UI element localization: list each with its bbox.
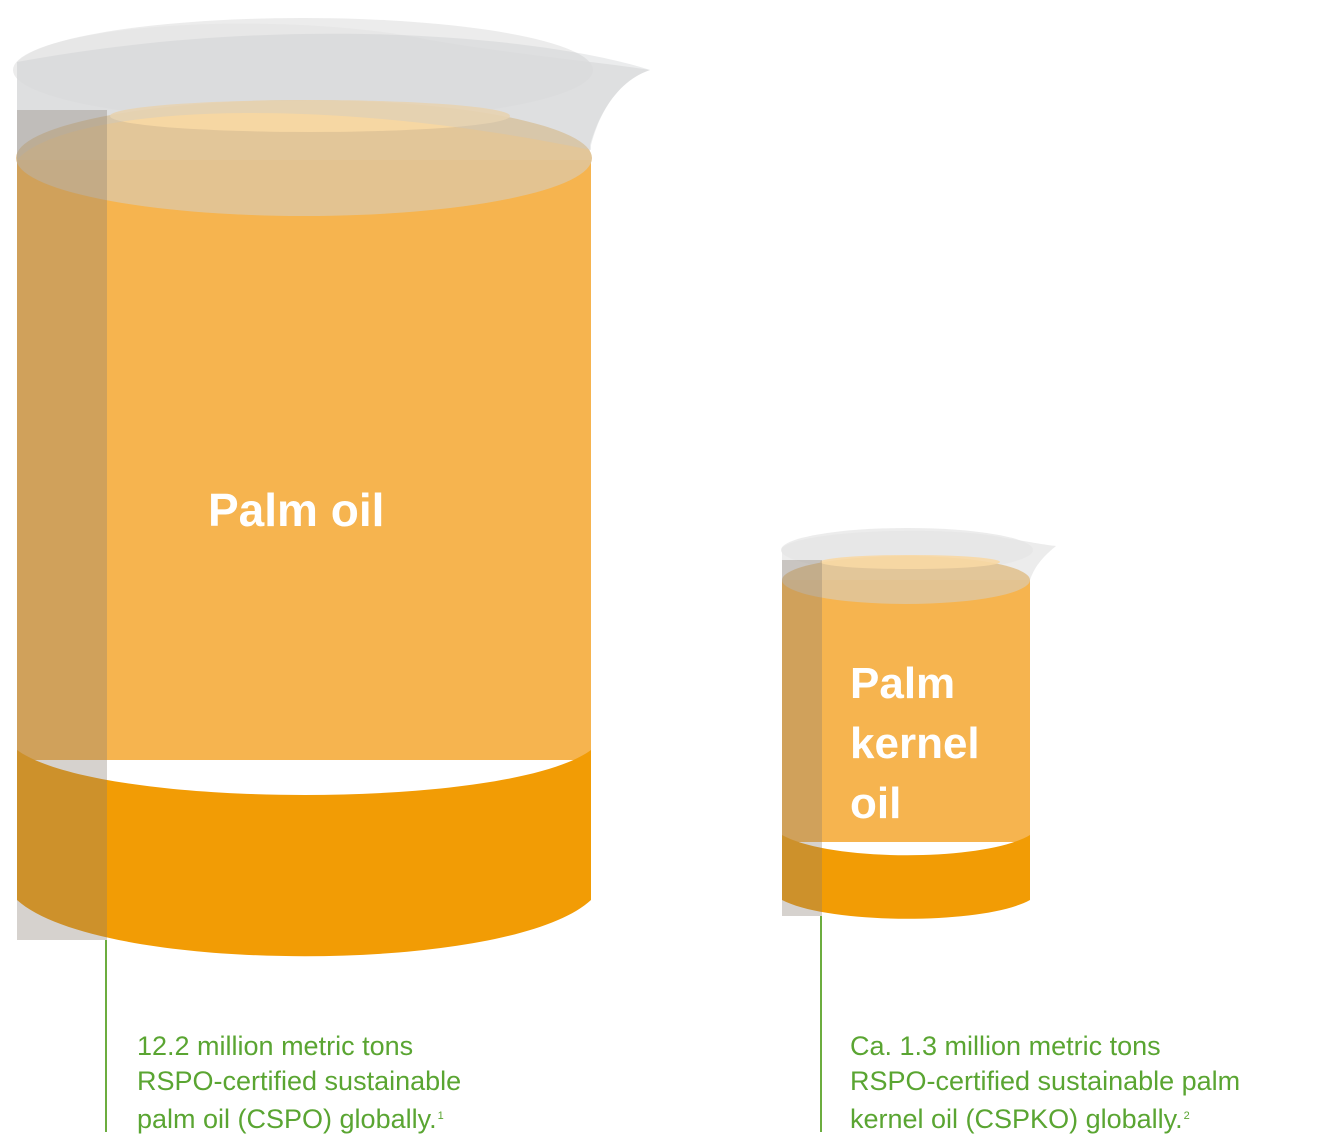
palm-kernel-oil-label-line: kernel <box>850 719 980 768</box>
palm-kernel-oil-caption-line: Ca. 1.3 million metric tons <box>850 1031 1161 1061</box>
palm-kernel-oil-glass-edge <box>782 560 822 916</box>
palm-oil-caption-line: palm oil (CSPO) globally.1 <box>137 1099 557 1137</box>
palm-oil-beaker <box>13 18 650 1132</box>
palm-oil-caption-line: 12.2 million metric tons <box>137 1031 414 1061</box>
palm-oil-caption-line: RSPO-certified sustainable <box>137 1066 462 1096</box>
palm-kernel-oil-bottom-band <box>782 835 1030 919</box>
palm-kernel-oil-caption-line: kernel oil (CSPKO) globally.2 <box>850 1099 1319 1137</box>
palm-oil-surface-highlight <box>110 100 510 132</box>
palm-kernel-oil-label-line: oil <box>850 779 902 828</box>
palm-kernel-oil-caption-line-text: kernel oil (CSPKO) globally. <box>850 1104 1183 1134</box>
palm-oil-liquid <box>17 160 591 760</box>
palm-oil-glass-edge <box>17 110 107 940</box>
palm-kernel-oil-label-line: Palm <box>850 659 956 708</box>
palm-kernel-oil-liquid <box>782 580 1030 842</box>
palm-oil-caption: 12.2 million metric tons RSPO-certified … <box>137 1029 557 1137</box>
palm-kernel-oil-caption-line: RSPO-certified sustainable palm <box>850 1066 1241 1096</box>
palm-kernel-oil-surface <box>782 556 1030 604</box>
palm-kernel-oil-beaker <box>781 528 1056 1132</box>
palm-oil-footnote: 1 <box>437 1110 444 1122</box>
palm-oil-glass-wall <box>17 33 650 160</box>
palm-kernel-oil-caption: Ca. 1.3 million metric tons RSPO-certifi… <box>850 1029 1319 1137</box>
palm-kernel-oil-label: Palm kernel oil <box>850 654 980 834</box>
palm-oil-caption-line-text: palm oil (CSPO) globally. <box>137 1104 437 1134</box>
palm-oil-label: Palm oil <box>208 484 385 536</box>
palm-oil-surface <box>16 100 592 216</box>
palm-kernel-oil-surface-highlight <box>820 555 1000 569</box>
palm-kernel-oil-footnote: 2 <box>1183 1110 1190 1122</box>
palm-oil-bottom-band <box>17 750 591 957</box>
palm-oil-beaker-top <box>13 18 593 122</box>
